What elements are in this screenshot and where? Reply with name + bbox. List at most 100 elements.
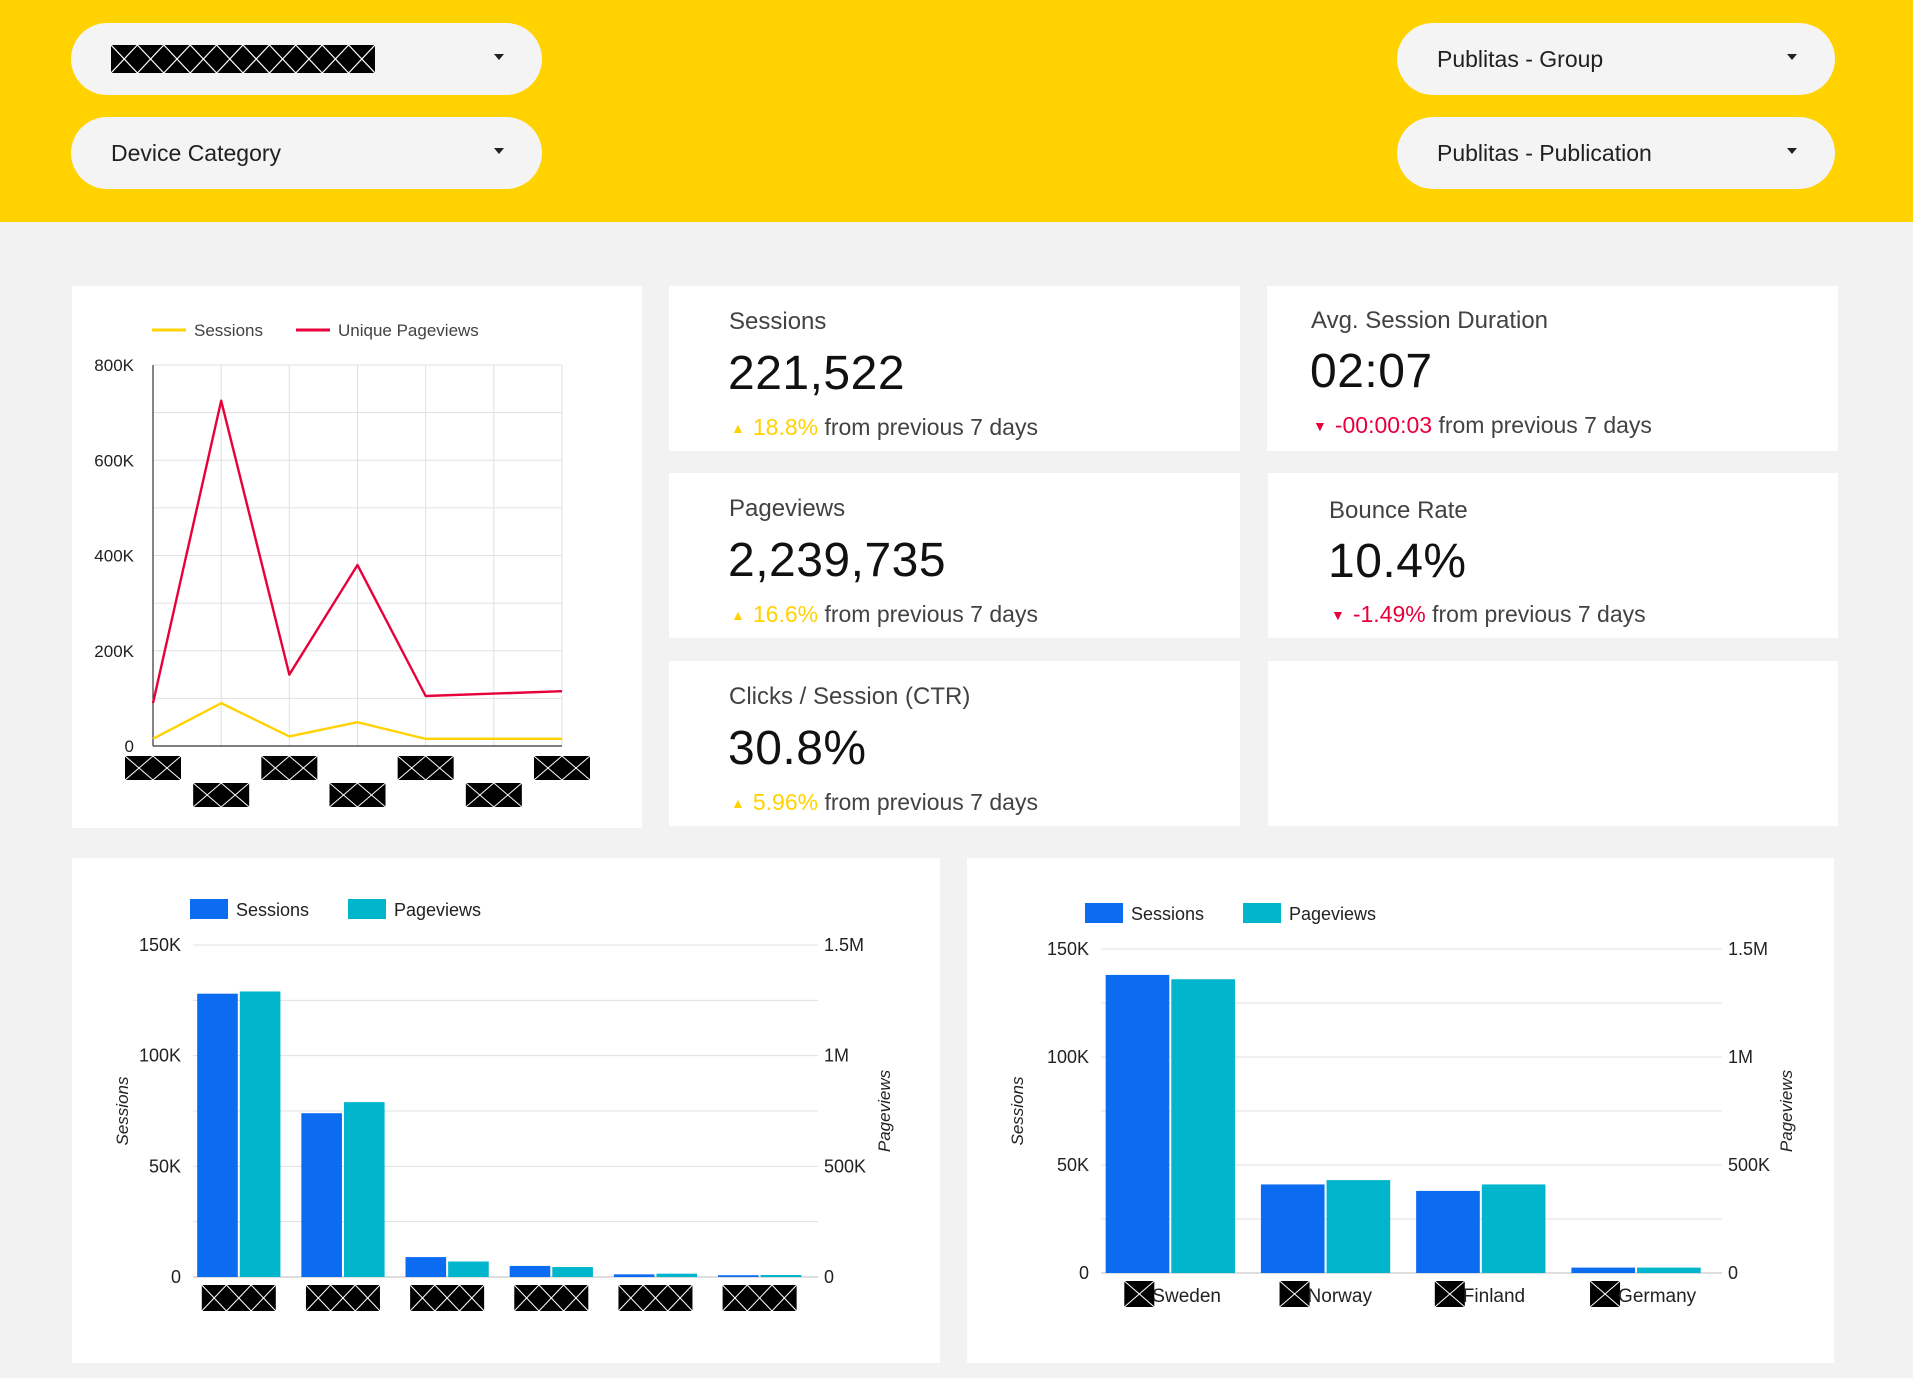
publitas-publication-dropdown[interactable]: Publitas - Publication <box>1397 117 1835 189</box>
redaction-stroke <box>1434 1280 1466 1308</box>
y2-tick-label: 0 <box>824 1267 834 1287</box>
redaction-stroke <box>321 45 350 73</box>
x-tick-label: Norway <box>1308 1286 1373 1307</box>
redaction-stroke <box>425 755 454 781</box>
y-tick-label: 150K <box>139 935 181 955</box>
redaction-box <box>329 783 386 807</box>
y-tick-label: 100K <box>139 1046 181 1066</box>
y-tick-label: 0 <box>125 737 134 756</box>
x-tick-label-redacted <box>305 1284 381 1312</box>
scorecard-label: Sessions <box>729 308 827 335</box>
scorecard-delta: ▼ -00:00:03 from previous 7 days <box>1313 412 1652 439</box>
legend-label: Unique Pageviews <box>338 321 479 340</box>
redaction-box <box>261 756 318 780</box>
flag-redacted <box>1279 1280 1310 1308</box>
y-tick-label: 800K <box>94 356 134 375</box>
y-axis-title: Sessions <box>113 1076 132 1145</box>
delta-value: 18.8% <box>752 414 819 440</box>
delta-suffix: from previous 7 days <box>824 601 1038 627</box>
bar-chart-card-right: 150K 100K 50K 0 1.5M 1M 500K 0 Sessions Pageviews… <box>967 858 1834 1363</box>
x-tick-label-redacted <box>722 1284 797 1312</box>
redaction-stroke <box>618 1284 644 1312</box>
flag-redacted <box>1434 1280 1466 1308</box>
chevron-down-icon <box>494 148 504 154</box>
scorecard-value: 02:07 <box>1310 345 1433 398</box>
y-tick-label: 0 <box>1079 1263 1089 1283</box>
bar-pageviews <box>239 991 281 1277</box>
delta-suffix: from previous 7 days <box>1438 412 1652 438</box>
y-axis-title: Sessions <box>1008 1076 1027 1145</box>
bar-sessions <box>718 1275 759 1277</box>
ctr-scorecard: Clicks / Session (CTR) 30.8% ▲ 5.96% from… <box>669 661 1240 826</box>
bar-pageviews <box>343 1102 385 1277</box>
header-bar: Device Category Publitas - Group Publita… <box>0 0 1913 222</box>
bar-sessions <box>1105 974 1170 1273</box>
legend-label: Sessions <box>194 321 263 340</box>
scorecard-delta: ▲ 18.8% from previous 7 days <box>731 414 1038 441</box>
scorecard-value: 10.4% <box>1328 535 1467 588</box>
bar-pageviews <box>656 1273 698 1277</box>
redaction-stroke <box>538 1284 564 1312</box>
redaction-box <box>465 783 522 807</box>
legend-swatch <box>1243 903 1281 923</box>
redaction-stroke <box>268 45 297 73</box>
x-tick-label-redacted <box>201 1284 277 1312</box>
account-filter-dropdown[interactable] <box>71 23 542 95</box>
arrow-up-icon: ▲ <box>731 420 745 436</box>
redaction-stroke <box>152 755 182 781</box>
redaction-stroke <box>513 1284 540 1312</box>
chevron-down-icon <box>494 54 504 60</box>
redaction-stroke <box>261 755 290 781</box>
avg-session-duration-scorecard: Avg. Session Duration 02:07 ▼ -00:00:03 f… <box>1267 286 1838 451</box>
redaction-stroke <box>1279 1280 1310 1308</box>
redaction-stroke <box>465 782 495 808</box>
redaction-box <box>397 756 454 780</box>
redaction-stroke <box>459 1284 485 1312</box>
redaction-stroke <box>771 1284 797 1312</box>
y-tick-label: 600K <box>94 451 134 470</box>
x-tick-label-redacted <box>124 755 182 781</box>
legend-swatch <box>348 899 386 919</box>
x-tick-label: Germany <box>1618 1286 1697 1307</box>
redaction-stroke <box>409 1284 436 1312</box>
scorecard-value: 2,239,735 <box>728 534 947 587</box>
redaction-stroke <box>124 755 154 781</box>
redaction-stroke <box>746 1284 773 1312</box>
legend-label: Sessions <box>236 900 309 920</box>
publitas-group-dropdown[interactable]: Publitas - Group <box>1397 23 1835 95</box>
x-tick-label-redacted <box>192 782 250 808</box>
chart-legend: Sessions Pageviews <box>1085 903 1376 924</box>
bar-pageviews <box>448 1261 489 1277</box>
scorecard-label: Pageviews <box>729 495 846 522</box>
series-line-sessions <box>152 701 562 741</box>
bar-sessions <box>509 1265 551 1277</box>
y-tick-label: 50K <box>1057 1155 1089 1175</box>
redaction-stroke <box>722 1284 748 1312</box>
redaction-stroke <box>667 1284 693 1312</box>
scorecard-delta: ▼ -1.49% from previous 7 days <box>1331 601 1646 628</box>
redaction-stroke <box>563 1284 589 1312</box>
redaction-box <box>534 756 590 780</box>
legend-swatch <box>190 899 228 919</box>
redaction-stroke <box>226 1284 252 1312</box>
y2-tick-label: 0 <box>1728 1263 1738 1283</box>
scorecard-value: 30.8% <box>728 722 867 775</box>
scorecard-delta: ▲ 16.6% from previous 7 days <box>731 601 1038 628</box>
y2-tick-label: 1M <box>1728 1047 1753 1067</box>
redaction-stroke <box>111 45 138 73</box>
scorecard-label: Bounce Rate <box>1329 497 1468 524</box>
device-category-dropdown[interactable]: Device Category <box>71 117 542 189</box>
bar-sessions <box>301 1113 342 1277</box>
scorecard-label: Clicks / Session (CTR) <box>729 683 971 710</box>
device-category-label: Device Category <box>111 139 282 166</box>
x-tick-label-redacted <box>329 782 386 808</box>
y2-tick-label: 1M <box>824 1046 849 1066</box>
redaction-stroke <box>289 755 318 781</box>
y2-tick-label: 500K <box>1728 1155 1770 1175</box>
redaction-stroke <box>357 782 386 808</box>
redaction-stroke <box>434 1284 460 1312</box>
flag-redacted <box>1123 1280 1155 1308</box>
chart-grid <box>152 364 563 747</box>
empty-card <box>1268 661 1838 826</box>
y2-tick-label: 500K <box>824 1156 866 1176</box>
